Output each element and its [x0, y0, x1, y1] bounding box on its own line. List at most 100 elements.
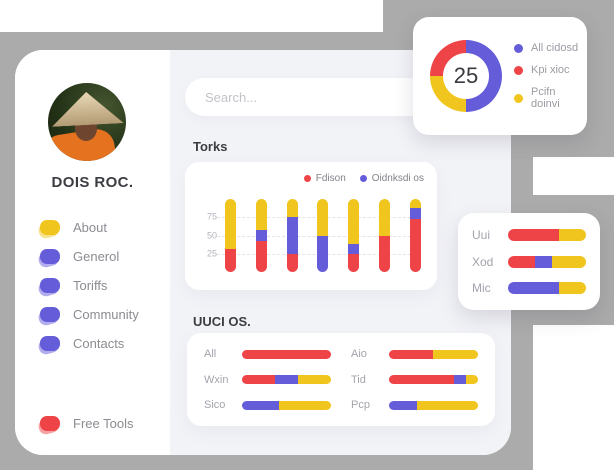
bar-segment-blue	[348, 244, 360, 255]
bar-segment-blue	[535, 255, 553, 268]
bar-segment-blue	[409, 207, 421, 220]
sidebar-item-free-tools[interactable]: Free Tools	[40, 416, 133, 431]
uuci-row: Aio	[351, 348, 478, 360]
row-bar	[242, 375, 331, 384]
bar-segment-yellow	[255, 199, 267, 230]
bar-segment-yellow	[416, 400, 478, 410]
y-tick-label: 75	[206, 211, 217, 222]
legend-label: All cidosd	[531, 42, 579, 54]
legend-dot	[359, 175, 367, 182]
blob-icon	[40, 220, 60, 235]
uuci-row: Pcp	[351, 399, 478, 411]
avatar[interactable]	[48, 83, 126, 161]
bar-segment-yellow	[298, 375, 331, 384]
bar-segment-blue	[255, 229, 267, 241]
bar-segment-red	[225, 249, 236, 272]
legend-dot	[514, 65, 523, 75]
bar-segment-red	[286, 254, 298, 272]
bar-segment-yellow	[466, 375, 478, 384]
legend-label: Kpi xioc	[531, 64, 570, 76]
donut-legend: All cidosd Kpi xioc Pcifn doinvi	[514, 42, 587, 110]
bar-segment-yellow	[558, 282, 586, 294]
uuci-row: Wxin	[204, 374, 331, 386]
legend-dot	[303, 175, 311, 182]
torks-chart-card: Fdison Oidnksdi os 75 50 25	[185, 162, 437, 290]
search-input[interactable]	[185, 78, 435, 116]
bar-segment-yellow	[379, 199, 391, 237]
bar-segment-blue	[317, 236, 329, 272]
mini-row: Mic	[472, 281, 586, 295]
bars-row	[225, 199, 421, 272]
bar-segment-red	[409, 219, 421, 272]
blob-icon	[40, 249, 60, 264]
row-label: Uui	[472, 228, 491, 242]
sidebar: DOIS ROC. About Generol Toriffs Community Co…	[15, 50, 170, 455]
legend-dot	[514, 43, 523, 53]
legend-dot	[514, 93, 523, 103]
blob-icon	[40, 307, 60, 322]
bar-segment-red	[242, 375, 275, 384]
bar-segment-yellow	[279, 400, 331, 410]
sidebar-item-community[interactable]: Community	[40, 307, 139, 322]
uuci-card: All Wxin Sico Aio Tid Pcp	[187, 333, 495, 426]
row-bar	[389, 349, 478, 359]
section-title-uuci: UUCI OS.	[193, 314, 251, 329]
uuci-row: Tid	[351, 374, 478, 386]
bar-segment-red	[508, 229, 559, 241]
uuci-col-right: Aio Tid Pcp	[351, 348, 478, 411]
row-label: Mic	[472, 281, 491, 295]
row-label: Xod	[472, 254, 494, 269]
row-label: Sico	[204, 399, 226, 411]
row-bar	[508, 229, 586, 241]
uuci-col-left: All Wxin Sico	[204, 348, 331, 411]
row-bar	[389, 375, 478, 384]
row-bar	[508, 282, 586, 294]
mini-row: Uui	[472, 228, 586, 242]
bar-segment-yellow	[286, 199, 298, 217]
bar-segment-blue	[389, 400, 417, 410]
sidebar-item-about[interactable]: About	[40, 220, 139, 235]
row-label: Aio	[351, 348, 367, 360]
bar-segment-blue	[274, 375, 299, 384]
sidebar-item-toriffs[interactable]: Toriffs	[40, 278, 139, 293]
legend-label: Fdison	[315, 173, 346, 184]
blob-icon	[40, 416, 60, 431]
legend-item: Pcifn doinvi	[514, 86, 587, 110]
sidebar-footer: Free Tools	[40, 416, 133, 431]
row-bar	[242, 349, 331, 359]
bar-segment-blue	[508, 282, 559, 294]
legend-label: Pcifn doinvi	[531, 86, 560, 110]
stacked-bar	[286, 199, 298, 272]
sidebar-item-label: Contacts	[73, 336, 125, 351]
bar-segment-red	[255, 240, 267, 272]
stacked-bar	[379, 199, 391, 272]
sidebar-item-contacts[interactable]: Contacts	[40, 336, 139, 351]
bar-segment-red	[389, 375, 454, 384]
legend-item: Fdison	[303, 173, 346, 184]
uuci-row: All	[204, 348, 331, 360]
bar-segment-red	[508, 255, 536, 268]
uuci-row: Sico	[204, 399, 331, 411]
sidebar-item-label: Toriffs	[73, 278, 108, 293]
sidebar-item-generol[interactable]: Generol	[40, 249, 139, 264]
sidebar-item-label: Generol	[73, 249, 120, 264]
row-label: All	[204, 348, 217, 360]
sidebar-menu: About Generol Toriffs Community Contacts	[40, 220, 139, 351]
bar-segment-yellow	[558, 229, 586, 241]
bar-segment-blue	[286, 216, 298, 255]
bar-segment-yellow	[552, 255, 586, 268]
torks-legend: Fdison Oidnksdi os	[303, 173, 424, 184]
bar-segment-yellow	[409, 199, 421, 208]
sidebar-item-label: Free Tools	[73, 416, 134, 431]
section-title-torks: Torks	[193, 139, 228, 154]
stacked-bar	[409, 199, 421, 272]
y-tick-label: 25	[206, 248, 217, 259]
y-tick-label: 50	[206, 230, 217, 240]
legend-item: Oidnksdi os	[359, 173, 424, 184]
stacked-bar	[348, 199, 360, 272]
bar-segment-yellow	[317, 199, 329, 237]
blob-icon	[40, 278, 60, 293]
bar-segment-red	[242, 349, 331, 359]
bar-segment-blue	[453, 375, 467, 384]
